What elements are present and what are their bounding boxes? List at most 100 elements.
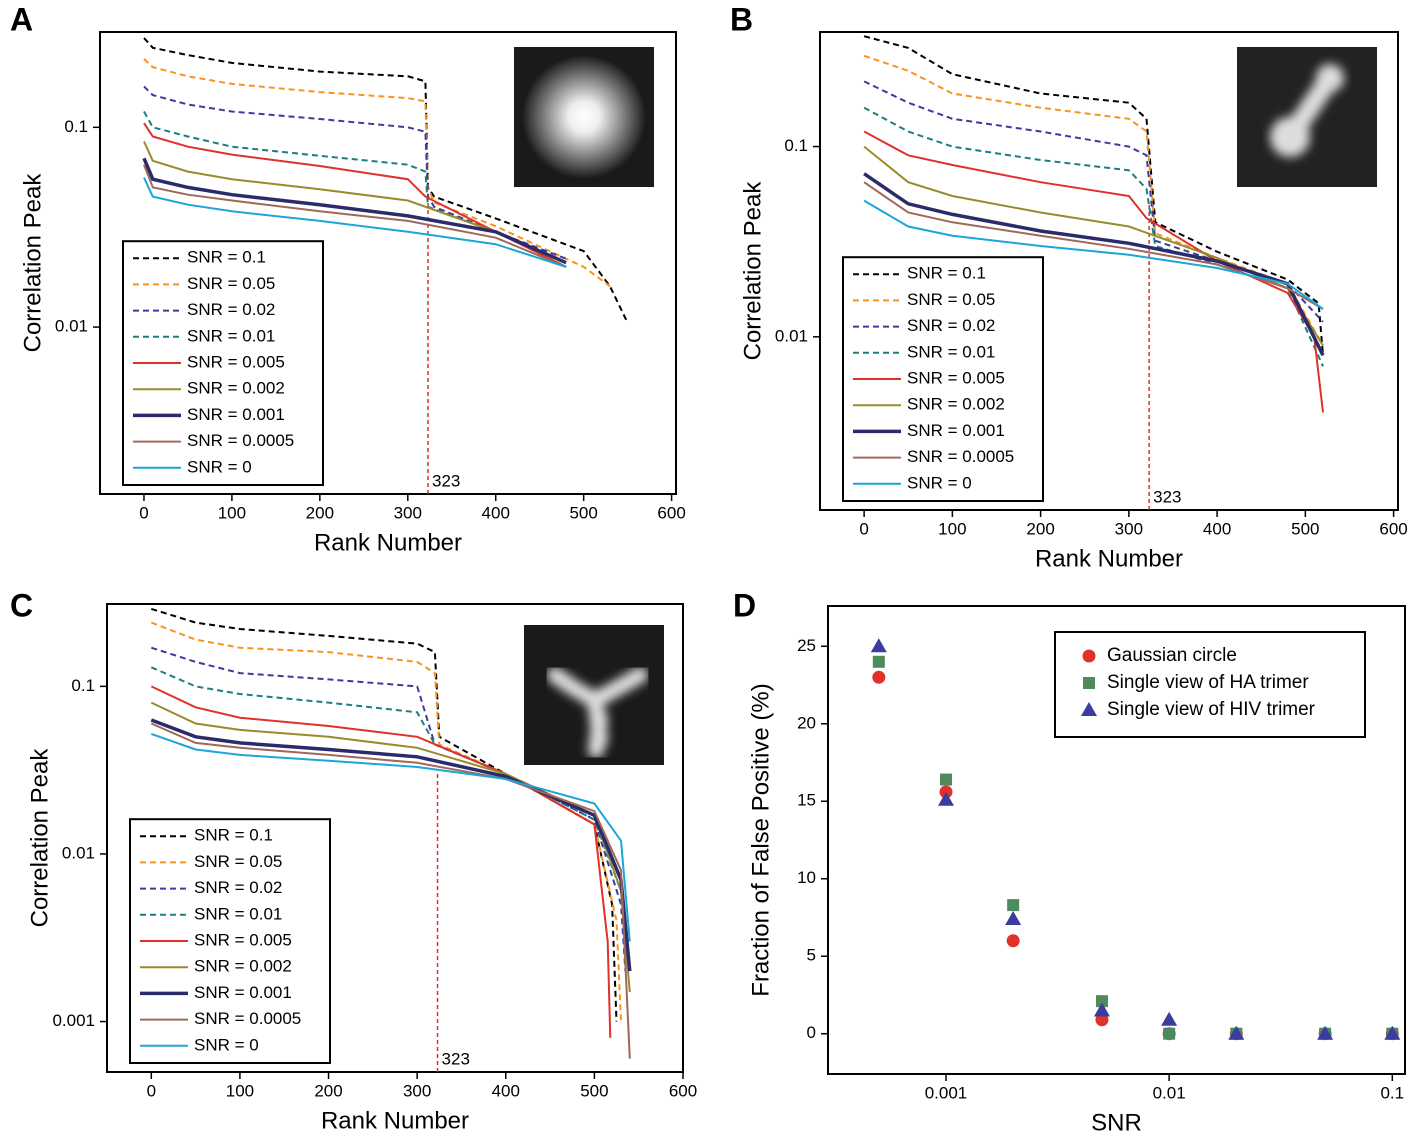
y-axis-label: Correlation Peak bbox=[739, 181, 766, 361]
x-tick-label: 600 bbox=[1379, 519, 1407, 538]
series-line bbox=[143, 85, 567, 260]
legend-label: SNR = 0.005 bbox=[187, 352, 285, 371]
x-tick-label: 300 bbox=[403, 1081, 431, 1100]
point bbox=[872, 655, 885, 668]
series-line bbox=[150, 732, 631, 942]
legend-label: SNR = 0.1 bbox=[187, 248, 266, 267]
series-line bbox=[150, 722, 631, 1059]
series-line bbox=[143, 164, 567, 268]
series-line bbox=[150, 646, 627, 972]
x-tick-label: 600 bbox=[657, 503, 685, 522]
point bbox=[1082, 649, 1096, 663]
y-axis-label: Correlation Peak bbox=[26, 748, 53, 928]
inset-c bbox=[524, 625, 664, 765]
legend-box bbox=[1054, 631, 1366, 738]
series-line bbox=[863, 199, 1324, 310]
series-line bbox=[150, 685, 612, 1038]
legend-label: SNR = 0 bbox=[187, 457, 252, 476]
series-line bbox=[863, 181, 1324, 310]
x-tick-label: 500 bbox=[1291, 519, 1319, 538]
point bbox=[1083, 677, 1095, 689]
x-tick-label: 200 bbox=[306, 503, 334, 522]
x-tick-label: 0 bbox=[147, 1081, 156, 1100]
x-axis-label: SNR bbox=[1091, 1109, 1142, 1133]
y-tick-label: 15 bbox=[797, 791, 816, 810]
y-tick-label: 5 bbox=[807, 946, 816, 965]
x-tick-label: 0 bbox=[859, 519, 868, 538]
series-line bbox=[863, 130, 1324, 413]
legend-label: SNR = 0 bbox=[907, 473, 972, 492]
series-line bbox=[143, 111, 567, 268]
point bbox=[1006, 934, 1020, 948]
inset-b bbox=[1237, 47, 1377, 187]
point bbox=[1081, 702, 1097, 716]
point bbox=[870, 638, 887, 653]
plot-frame bbox=[106, 603, 684, 1073]
legend-label: SNR = 0.05 bbox=[187, 274, 275, 293]
point bbox=[1095, 1013, 1109, 1027]
legend-label: SNR = 0.0005 bbox=[907, 447, 1014, 466]
point bbox=[1384, 1025, 1401, 1040]
legend-label: Single view of HA trimer bbox=[1107, 672, 1309, 693]
x-tick-label: 400 bbox=[1203, 519, 1231, 538]
x-tick-label: 0.1 bbox=[1380, 1083, 1404, 1102]
x-tick-label: 100 bbox=[938, 519, 966, 538]
x-tick-label: 0.01 bbox=[1153, 1083, 1186, 1102]
x-axis-label: Rank Number bbox=[321, 1107, 469, 1133]
point bbox=[1007, 899, 1020, 912]
y-tick-label: 0.01 bbox=[62, 843, 95, 862]
x-tick-label: 200 bbox=[1026, 519, 1054, 538]
series-line bbox=[150, 621, 622, 1022]
legend-label: SNR = 0.002 bbox=[187, 379, 285, 398]
legend-label: SNR = 0.001 bbox=[907, 421, 1005, 440]
series-line bbox=[143, 177, 567, 268]
point bbox=[1161, 1011, 1178, 1026]
legend-label: SNR = 0.05 bbox=[194, 852, 282, 871]
legend-label: SNR = 0.0005 bbox=[187, 431, 294, 450]
panel-letter: D bbox=[733, 587, 756, 623]
plot-frame bbox=[819, 31, 1399, 511]
series-line bbox=[863, 172, 1325, 357]
point bbox=[1163, 1027, 1176, 1040]
x-tick-label: 600 bbox=[669, 1081, 697, 1100]
y-tick-label: 0 bbox=[807, 1023, 816, 1042]
y-tick-label: 10 bbox=[797, 868, 816, 887]
point bbox=[939, 773, 952, 786]
legend-label: SNR = 0.005 bbox=[194, 930, 292, 949]
series-line bbox=[143, 37, 629, 324]
legend-label: SNR = 0.0005 bbox=[194, 1009, 301, 1028]
series-line bbox=[142, 157, 567, 265]
panel-letter: C bbox=[10, 587, 33, 623]
x-tick-label: 300 bbox=[1115, 519, 1143, 538]
series-line bbox=[863, 35, 1324, 356]
series-line bbox=[150, 701, 631, 993]
point bbox=[1093, 1002, 1110, 1017]
y-tick-label: 0.1 bbox=[784, 136, 808, 155]
y-tick-label: 0.1 bbox=[71, 676, 95, 695]
y-tick-label: 0.001 bbox=[52, 1011, 95, 1030]
x-tick-label: 0.001 bbox=[925, 1083, 968, 1102]
legend-label: SNR = 0.001 bbox=[187, 405, 285, 424]
x-tick-label: 100 bbox=[226, 1081, 254, 1100]
x-tick-label: 500 bbox=[580, 1081, 608, 1100]
series-line bbox=[143, 122, 567, 268]
x-tick-label: 300 bbox=[394, 503, 422, 522]
legend-label: Gaussian circle bbox=[1107, 645, 1237, 666]
x-tick-label: 0 bbox=[139, 503, 148, 522]
legend-label: SNR = 0.001 bbox=[194, 983, 292, 1002]
x-axis-label: Rank Number bbox=[314, 529, 462, 556]
y-tick-label: 0.01 bbox=[55, 317, 88, 336]
series-line bbox=[143, 58, 611, 288]
y-tick-label: 0.01 bbox=[775, 326, 808, 345]
legend-label: Single view of HIV trimer bbox=[1107, 699, 1316, 720]
point bbox=[937, 791, 954, 806]
point bbox=[1228, 1025, 1245, 1040]
series-line bbox=[863, 145, 1324, 347]
point bbox=[872, 670, 886, 684]
x-tick-label: 100 bbox=[218, 503, 246, 522]
legend-label: SNR = 0.002 bbox=[194, 957, 292, 976]
plot-frame bbox=[827, 605, 1406, 1075]
legend-label: SNR = 0.005 bbox=[907, 368, 1005, 387]
panel-letter: B bbox=[730, 1, 753, 37]
